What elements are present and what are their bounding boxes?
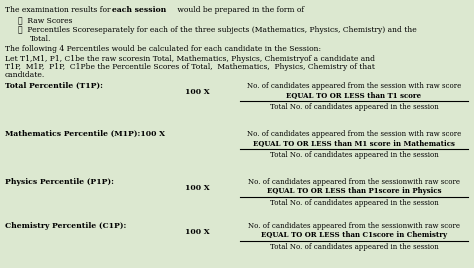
Text: 100 X: 100 X xyxy=(185,184,210,192)
Text: Total No. of candidates appeared in the session: Total No. of candidates appeared in the … xyxy=(270,199,438,207)
Text: EQUAL TO OR LESS than P1score in Physics: EQUAL TO OR LESS than P1score in Physics xyxy=(267,187,441,195)
Text: would be prepared in the form of: would be prepared in the form of xyxy=(175,6,304,14)
Text: The following 4 Percentiles would be calculated for each candidate in the Sessio: The following 4 Percentiles would be cal… xyxy=(5,45,321,53)
Text: Total Percentile (T1P):: Total Percentile (T1P): xyxy=(5,82,103,90)
Text: candidate.: candidate. xyxy=(5,71,45,79)
Text: T1P,  M1P,  P1P,  C1Pbe the Percentile Scores of Total,  Mathematics,  Physics, : T1P, M1P, P1P, C1Pbe the Percentile Scor… xyxy=(5,63,375,71)
Text: EQUAL TO OR LESS than T1 score: EQUAL TO OR LESS than T1 score xyxy=(286,91,421,99)
Text: No. of candidates appeared from the sessionwith raw score: No. of candidates appeared from the sess… xyxy=(248,178,460,186)
Text: each session: each session xyxy=(112,6,166,14)
Text: Total No. of candidates appeared in the session: Total No. of candidates appeared in the … xyxy=(270,103,438,111)
Text: No. of candidates appeared from the session with raw score: No. of candidates appeared from the sess… xyxy=(247,130,461,138)
Text: Total No. of candidates appeared in the session: Total No. of candidates appeared in the … xyxy=(270,151,438,159)
Text: Physics Percentile (P1P):: Physics Percentile (P1P): xyxy=(5,178,114,186)
Text: ➤  Percentiles Scoreseparately for each of the three subjects (Mathematics, Phys: ➤ Percentiles Scoreseparately for each o… xyxy=(18,26,417,34)
Text: No. of candidates appeared from the session with raw score: No. of candidates appeared from the sess… xyxy=(247,82,461,90)
Text: Total.: Total. xyxy=(30,35,51,43)
Text: EQUAL TO OR LESS than C1score in Chemistry: EQUAL TO OR LESS than C1score in Chemist… xyxy=(261,231,447,239)
Text: EQUAL TO OR LESS than M1 score in Mathematics: EQUAL TO OR LESS than M1 score in Mathem… xyxy=(253,139,455,147)
Text: Total No. of candidates appeared in the session: Total No. of candidates appeared in the … xyxy=(270,243,438,251)
Text: Let T1,M1, P1, C1be the raw scoresin Total, Mathematics, Physics, Chemistryof a : Let T1,M1, P1, C1be the raw scoresin Tot… xyxy=(5,55,375,63)
Text: Chemistry Percentile (C1P):: Chemistry Percentile (C1P): xyxy=(5,222,127,230)
Text: 100 X: 100 X xyxy=(185,228,210,236)
Text: The examination results for: The examination results for xyxy=(5,6,113,14)
Text: ➤  Raw Scores: ➤ Raw Scores xyxy=(18,17,73,25)
Text: No. of candidates appeared from the sessionwith raw score: No. of candidates appeared from the sess… xyxy=(248,222,460,230)
Text: Mathematics Percentile (M1P):100 X: Mathematics Percentile (M1P):100 X xyxy=(5,130,165,138)
Text: 100 X: 100 X xyxy=(185,88,210,96)
